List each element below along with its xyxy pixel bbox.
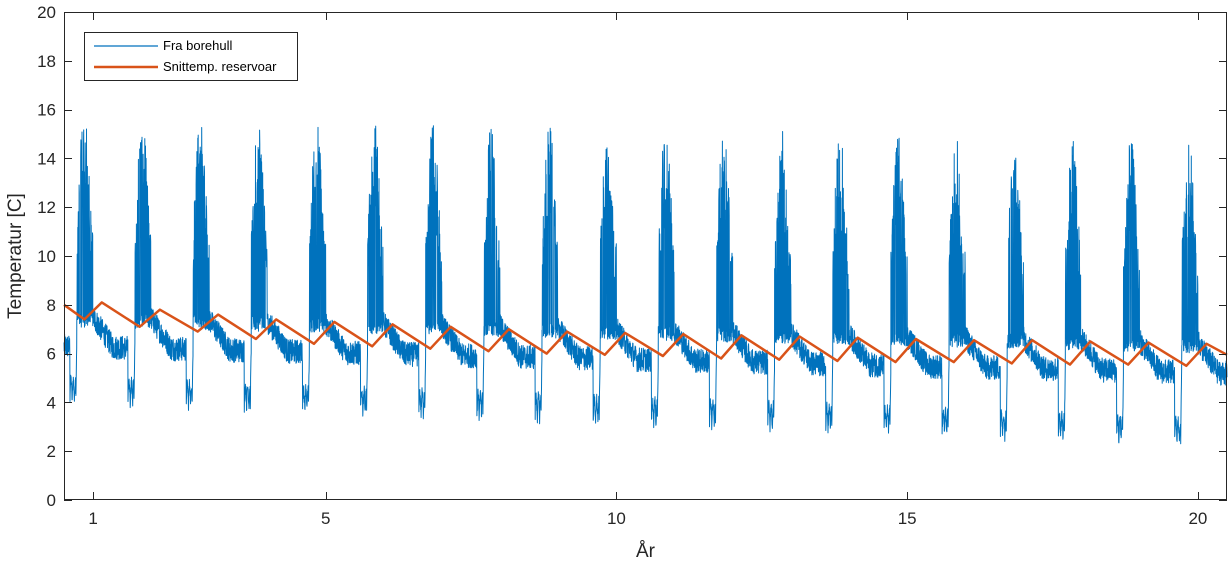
series-layer — [63, 125, 1228, 445]
y-tick-label: 18 — [37, 52, 56, 71]
series-line-snittemp-reservoar — [63, 301, 1228, 368]
legend-entry-fra-borehull: Fra borehull — [163, 38, 232, 53]
y-tick-label: 16 — [37, 101, 56, 120]
y-tick-label: 14 — [37, 149, 56, 168]
x-tick-label: 5 — [321, 509, 330, 528]
y-tick-label: 0 — [47, 491, 56, 510]
x-tick-label: 10 — [607, 509, 626, 528]
y-tick-label: 2 — [47, 442, 56, 461]
x-tick-label: 20 — [1188, 509, 1207, 528]
y-tick-label: 4 — [47, 393, 56, 412]
series-line-fra-borehull — [63, 125, 1228, 445]
y-axis-label: Temperatur [C] — [5, 193, 26, 319]
y-tick-label: 6 — [47, 345, 56, 364]
legend-box — [84, 32, 298, 81]
legend: Fra borehull Snittemp. reservoar — [84, 32, 298, 81]
plot-area — [64, 12, 1227, 500]
y-tick-label: 20 — [37, 3, 56, 22]
x-tick-label: 1 — [88, 509, 97, 528]
legend-entry-snittemp-reservoar: Snittemp. reservoar — [163, 59, 277, 74]
x-axis-label: År — [636, 541, 656, 562]
y-tick-label: 10 — [37, 247, 56, 266]
y-tick-label: 12 — [37, 198, 56, 217]
x-tick-label: 15 — [898, 509, 917, 528]
y-tick-label: 8 — [47, 296, 56, 315]
